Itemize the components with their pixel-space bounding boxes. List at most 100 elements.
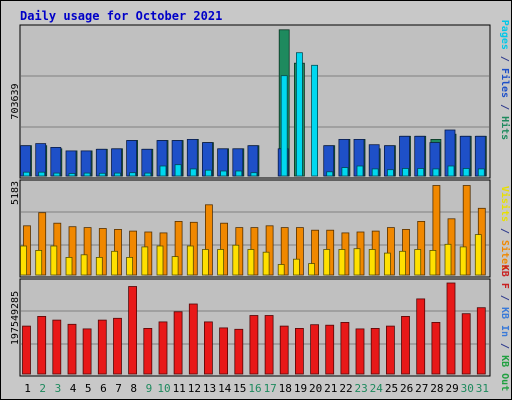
day-label: 31	[476, 382, 489, 395]
legend-kbout: KB Out	[499, 355, 510, 391]
day-label: 16	[248, 382, 261, 395]
day-label: 26	[400, 382, 413, 395]
bar-kb-f-day-7	[113, 317, 122, 375]
day-label: 8	[130, 382, 137, 395]
bar-kb-f-day-25	[385, 325, 395, 375]
legend-sep: /	[499, 222, 510, 240]
bar-kb-f-day-6	[97, 319, 107, 375]
legend-kbf: KB F	[499, 265, 510, 289]
bar-pages-day-3	[53, 172, 61, 177]
bar-pages-day-29	[447, 165, 455, 177]
chart-title: Daily usage for October 2021	[20, 9, 222, 23]
bar-visits-day-1	[20, 245, 27, 276]
bar-kb-f-day-17	[264, 315, 274, 375]
ymax-label: 703639	[10, 83, 21, 119]
bar-kb-f-day-14	[219, 327, 229, 375]
bar-kb-f-day-30	[461, 313, 471, 375]
bar-marks	[22, 282, 486, 375]
bar-visits-day-6	[95, 256, 103, 276]
bar-pages-day-18	[280, 75, 288, 177]
bar-files-day-6	[95, 148, 107, 177]
bar-kb-f-day-19	[294, 327, 304, 375]
day-label: 22	[339, 382, 352, 395]
bar-pages-day-22	[341, 167, 349, 177]
bar-kb-f-day-1	[22, 325, 31, 375]
bar-pages-day-4	[68, 173, 76, 177]
bar-visits-day-18	[277, 264, 285, 276]
day-label: 3	[55, 382, 62, 395]
legend-sep: /	[499, 337, 510, 355]
bar-files-day-2	[35, 143, 47, 177]
legend-pages: Pages	[499, 20, 510, 50]
day-label: 20	[309, 382, 322, 395]
day-label: 27	[415, 382, 428, 395]
bar-kb-f-day-27	[416, 298, 426, 375]
bar-visits-day-13	[201, 249, 209, 276]
bar-sites-day-14	[220, 222, 229, 276]
x-axis-day-labels: 1 2 3 4 5 6 7 8 9 10 11 12 13 14 15 16 17 18 19 20 21 22 23 24 2…	[24, 382, 489, 395]
bar-pages-day-2	[38, 171, 46, 177]
bar-kb-f-day-10	[158, 321, 168, 375]
bar-pages-day-10	[159, 165, 167, 177]
day-label: 10	[157, 382, 170, 395]
bar-visits-day-9	[141, 246, 149, 276]
bar-pages-day-15	[235, 170, 243, 177]
day-label: 5	[85, 382, 92, 395]
day-label: 17	[264, 382, 277, 395]
bar-pages-day-6	[98, 172, 106, 177]
bar-kb-f-day-18	[279, 325, 289, 375]
bar-visits-day-25	[383, 252, 391, 276]
bar-sites-day-20	[311, 229, 320, 276]
bar-pages-day-21	[326, 171, 334, 177]
bar-kb-f-day-2	[37, 315, 47, 375]
bar-files-day-7	[111, 148, 122, 177]
day-label: 11	[173, 382, 186, 395]
day-label: 18	[279, 382, 292, 395]
bar-visits-day-3	[50, 245, 58, 276]
bar-kb-f-day-11	[173, 311, 183, 375]
day-label: 30	[461, 382, 474, 395]
bar-files-day-3	[50, 146, 62, 177]
bar-sites-day-19	[295, 227, 304, 276]
side-legend: Pages / Files / Hits	[499, 20, 511, 140]
bar-pages-day-25	[386, 169, 394, 177]
day-label: 29	[445, 382, 458, 395]
bar-pages-day-8	[129, 172, 137, 177]
day-label: 1	[24, 382, 31, 395]
bar-sites-day-5	[83, 227, 92, 276]
bar-pages-day-14	[220, 170, 228, 177]
bar-sites-day-4	[68, 226, 77, 276]
bar-visits-day-31	[474, 234, 482, 276]
bar-kb-f-day-24	[370, 327, 380, 375]
bar-visits-day-28	[429, 249, 437, 276]
bar-visits-day-5	[80, 254, 88, 276]
bar-pages-day-26	[402, 168, 409, 177]
bar-visits-day-29	[444, 243, 452, 276]
bar-files-day-16	[247, 145, 259, 177]
bar-kb-f-day-20	[310, 324, 320, 375]
bar-visits-day-27	[414, 249, 422, 276]
bar-visits-day-8	[126, 256, 133, 276]
bar-visits-day-21	[323, 249, 331, 276]
bar-pages-day-19	[295, 52, 303, 177]
bar-kb-f-day-13	[203, 321, 213, 375]
bar-sites-day-11	[174, 220, 183, 276]
bar-visits-day-19	[292, 258, 300, 276]
bar-kb-f-day-22	[340, 321, 350, 375]
bar-sites-day-6	[98, 228, 107, 276]
bar-marks	[20, 29, 487, 177]
bar-visits-day-11	[171, 256, 179, 276]
bar-kb-f-day-15	[234, 328, 244, 375]
legend-sep: /	[499, 289, 510, 307]
bar-kb-f-day-8	[128, 286, 138, 375]
bar-pages-day-28	[432, 168, 440, 177]
bar-pages-day-11	[174, 164, 182, 177]
ymax-label: 5183	[10, 181, 21, 205]
day-label: 19	[294, 382, 307, 395]
day-label: 21	[324, 382, 337, 395]
bar-sites-day-30	[462, 185, 471, 276]
day-label: 6	[100, 382, 107, 395]
bar-pages-day-9	[144, 172, 152, 177]
legend-hits: Hits	[499, 116, 511, 140]
legend-files: Files	[499, 68, 511, 98]
